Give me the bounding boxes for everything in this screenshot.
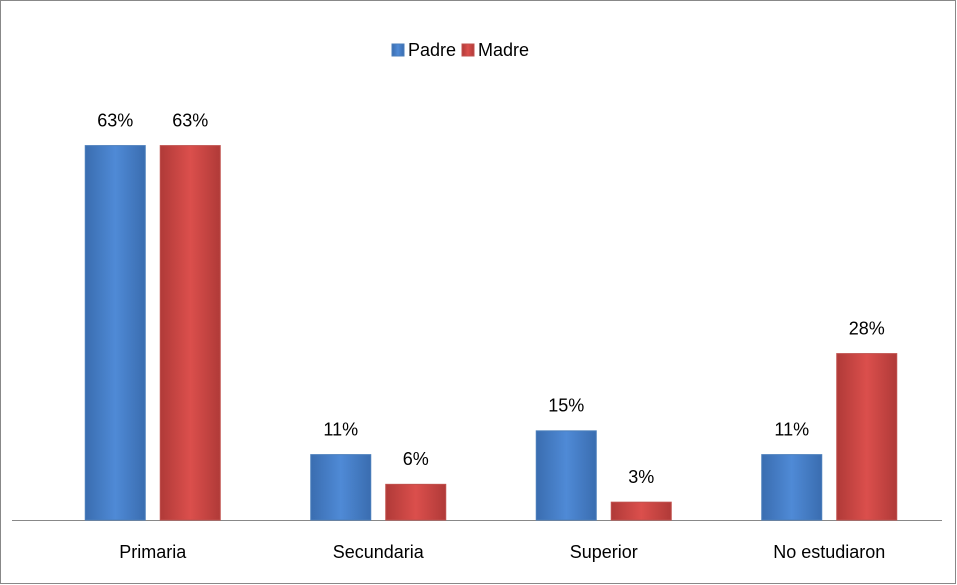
value-label: 11% [323, 419, 358, 439]
legend-label: Madre [478, 40, 529, 60]
bar [310, 454, 372, 521]
legend-swatch [461, 43, 475, 57]
x-tick-label: No estudiaron [773, 542, 885, 562]
bar [761, 454, 823, 521]
value-label: 11% [774, 419, 809, 439]
bar [385, 483, 447, 521]
value-label: 63% [172, 110, 208, 130]
x-tick-label: Secundaria [333, 542, 425, 562]
bar [535, 430, 597, 521]
value-label: 28% [849, 318, 885, 338]
bar [836, 353, 898, 521]
x-tick-label: Primaria [119, 542, 187, 562]
legend-label: Padre [408, 40, 456, 60]
value-label: 15% [548, 396, 584, 416]
x-tick-label: Superior [570, 542, 638, 562]
value-label: 63% [97, 110, 133, 130]
legend-swatch [391, 43, 405, 57]
bar [610, 501, 672, 521]
bar [84, 145, 146, 521]
value-label: 3% [628, 467, 654, 487]
value-label: 6% [403, 449, 429, 469]
bar [159, 145, 221, 521]
